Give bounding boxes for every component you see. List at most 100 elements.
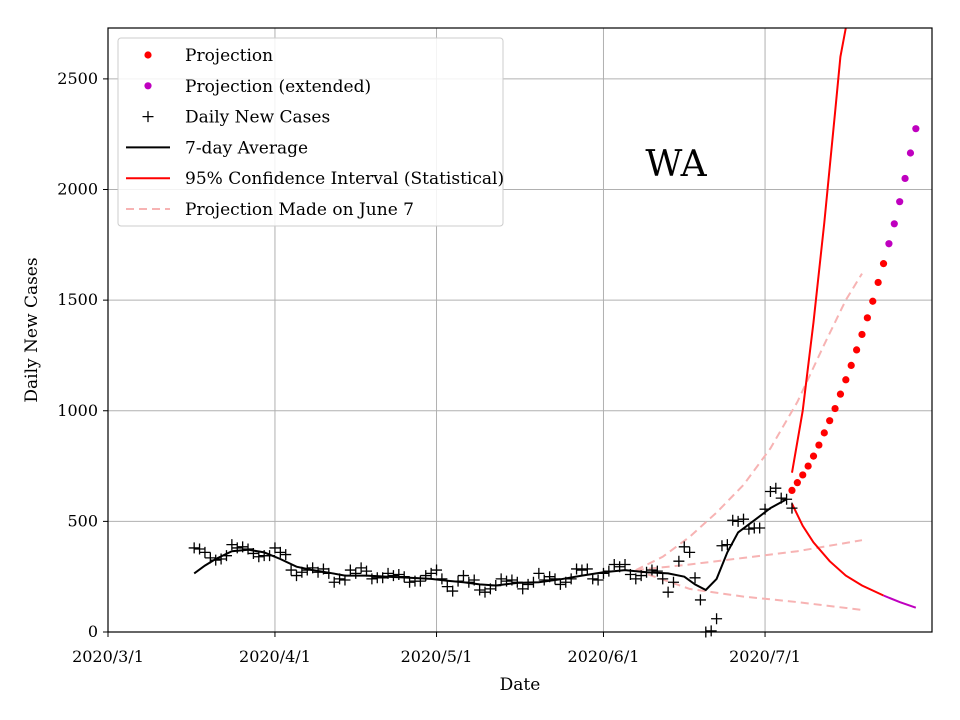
x-tick-label: 2020/5/1 [401,647,473,666]
legend-label: Projection [185,46,273,66]
daily-case-marker [285,564,297,576]
daily-case-marker [366,573,378,585]
legend-entry: Daily New Cases [142,108,330,128]
daily-case-marker [420,570,432,582]
june7-projection-upper-line [635,273,863,571]
legend-box [117,37,504,227]
daily-case-marker [231,542,243,554]
daily-case-marker [452,575,464,587]
daily-case-marker [511,576,523,588]
legend-label: Projection Made on June 7 [185,200,414,220]
daily-case-marker [210,554,222,566]
projection-point [809,452,818,460]
daily-case-marker [490,580,502,592]
daily-case-marker [754,522,766,534]
projection-point [820,429,828,437]
daily-case-marker [527,576,539,588]
legend-dot-marker [144,82,152,90]
daily-case-marker [436,573,448,585]
legend-dot-marker [144,51,152,59]
legend-entry: Projection [144,46,273,66]
daily-case-marker [732,515,744,527]
projection-point [804,462,812,470]
ci-upper-line [791,27,847,473]
y-axis-label: Daily New Cases [22,257,42,402]
daily-case-marker [667,576,679,588]
y-tick-label: 500 [67,511,98,530]
projection-point [815,441,823,449]
projection-point [842,376,850,384]
daily-case-marker [237,541,249,553]
daily-case-marker [544,571,556,583]
legend-label: Daily New Cases [185,108,330,128]
daily-case-marker [759,503,771,515]
x-tick-label: 2020/7/1 [729,647,801,666]
daily-case-marker [716,540,728,552]
daily-case-marker [646,564,658,576]
daily-case-marker [253,551,265,563]
daily-case-marker [657,573,669,585]
daily-case-marker [587,573,599,585]
projection-point [831,404,839,413]
daily-case-marker [301,564,313,576]
daily-case-marker [307,562,319,574]
y-tick-label: 1500 [57,290,98,309]
daily-case-marker [711,613,723,625]
daily-case-marker [323,567,335,579]
projection-point [836,390,845,398]
y-tick-label: 1000 [57,401,98,420]
daily-case-marker [361,565,373,577]
daily-case-marker [334,573,346,585]
x-tick-label: 2020/6/1 [568,647,640,666]
x-tick-label: 2020/3/1 [72,647,144,666]
daily-case-marker [775,492,787,504]
daily-case-marker [721,539,733,551]
x-tick-label: 2020/4/1 [239,647,311,666]
projection-point [874,278,882,287]
daily-case-marker [204,552,216,564]
daily-case-marker [781,493,793,505]
daily-case-marker [684,546,696,558]
daily-case-marker [242,543,254,555]
ci-lower-line [791,503,884,597]
daily-case-marker [468,574,480,586]
daily-case-marker [441,581,453,593]
legend-plus-marker [142,111,154,123]
daily-case-marker [296,566,308,578]
daily-case-marker [474,584,486,596]
y-tick-label: 0 [88,622,98,641]
y-tick-label: 2000 [57,180,98,199]
daily-case-marker [554,578,566,590]
projection-point [853,346,861,354]
daily-case-marker [727,514,739,526]
daily-case-marker [597,567,609,579]
daily-case-marker [350,567,362,579]
seven-day-average-line [193,498,788,592]
daily-case-marker [673,555,685,567]
daily-case-marker [522,578,534,590]
daily-case-marker [705,625,717,637]
daily-case-marker [463,576,475,588]
legend-entry: 95% Confidence Interval (Statistical) [126,169,504,189]
projection-point [793,479,801,487]
projection-point [879,260,888,268]
x-axis-label: Date [500,675,541,695]
daily-case-marker [619,559,631,571]
daily-case-marker [614,561,626,573]
ci-lower-extended-line [883,594,917,609]
daily-case-marker [581,563,593,575]
daily-case-marker [457,570,469,582]
ticks: 2020/3/1 2020/4/1 2020/5/1 2020/6/1 2020/7/1… [57,69,801,666]
daily-case-marker [387,570,399,582]
daily-case-marker [651,565,663,577]
legend-entry: 7-day Average [126,138,308,158]
daily-case-marker [689,572,701,584]
legend-label: 95% Confidence Interval (Statistical) [185,169,504,189]
daily-case-marker [382,567,394,579]
daily-case-marker [738,513,750,525]
series-layer [188,27,920,638]
legend: Projection Projection (extended) Daily New… [117,37,504,227]
june7-projection-lower-line [635,569,863,611]
daily-case-marker [393,568,405,580]
